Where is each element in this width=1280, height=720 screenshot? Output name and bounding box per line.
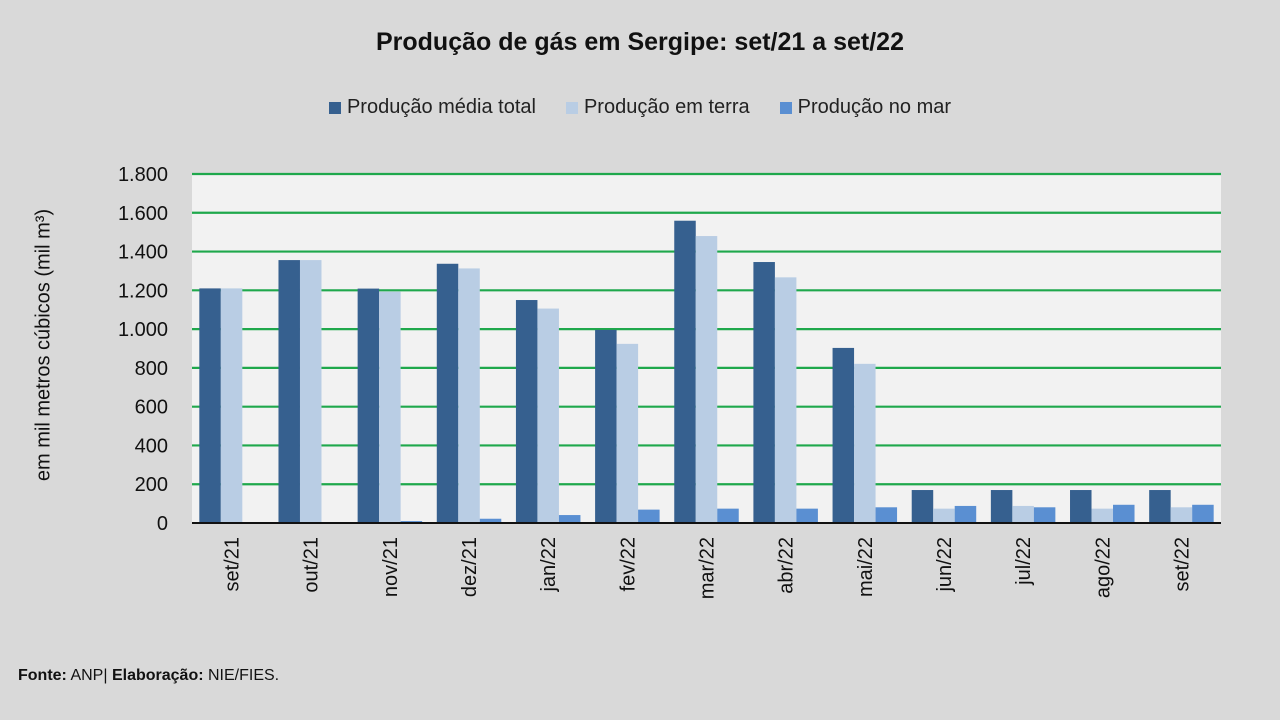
bar-total	[199, 288, 221, 523]
y-tick-label: 400	[135, 435, 168, 457]
bar-total	[832, 347, 855, 523]
x-tick-label: jul/22	[1013, 537, 1035, 586]
bar-total	[753, 262, 775, 523]
bar-mar	[875, 507, 898, 523]
y-tick-label: 800	[135, 358, 168, 380]
bar-mar	[954, 505, 977, 523]
bar-mar	[1113, 504, 1135, 523]
legend-label: Produção média total	[346, 96, 536, 118]
x-tick-label: out/21	[301, 537, 323, 593]
legend-item-terra: Produção em terra	[565, 96, 750, 119]
legend: Produção média total Produção em terra P…	[0, 96, 1280, 119]
x-tick-label: fev/22	[617, 537, 639, 591]
bar-total	[674, 220, 696, 523]
x-tick-label: set/21	[222, 537, 244, 591]
y-tick-label: 1.200	[118, 280, 168, 302]
bar-total	[1070, 490, 1092, 523]
legend-item-mar: Produção no mar	[779, 96, 952, 119]
source-value: ANP|	[70, 667, 108, 684]
y-tick-label: 600	[135, 397, 168, 419]
x-tick-label: jun/22	[934, 537, 956, 593]
x-tick-label: jan/22	[538, 537, 560, 593]
x-tick-label: mar/22	[697, 537, 719, 599]
bar-terra	[379, 291, 401, 523]
bar-mar	[717, 508, 739, 523]
bar-total	[357, 288, 380, 523]
x-tick-label: nov/21	[380, 537, 402, 597]
x-tick-label: set/22	[1171, 537, 1193, 591]
legend-item-total: Produção média total	[328, 96, 536, 119]
bar-total	[990, 490, 1013, 523]
x-tick-label: abr/22	[776, 537, 798, 594]
bar-total	[595, 329, 617, 523]
legend-label: Produção em terra	[583, 96, 750, 118]
bar-terra	[537, 308, 559, 523]
x-tick-label: mai/22	[855, 537, 877, 597]
bar-mar	[796, 508, 818, 523]
bar-terra	[220, 288, 243, 523]
source-label: Fonte:	[18, 667, 67, 684]
bar-terra	[933, 508, 955, 523]
bar-terra	[854, 363, 876, 523]
bar-total	[515, 300, 538, 523]
legend-label: Produção no mar	[797, 96, 952, 118]
y-tick-label: 1.600	[118, 203, 168, 225]
legend-swatch	[565, 101, 578, 114]
bar-total	[436, 263, 459, 523]
bar-mar	[1192, 504, 1214, 523]
y-tick-label: 1.800	[118, 164, 168, 186]
x-tick-label: dez/21	[459, 537, 481, 597]
y-tick-label: 1.400	[118, 242, 168, 264]
bar-total	[911, 490, 934, 523]
bar-mar	[479, 518, 502, 523]
bar-terra	[458, 268, 480, 523]
legend-swatch	[779, 101, 792, 114]
elaboration-value: NIE/FIES.	[208, 667, 280, 684]
x-tick-label: ago/22	[1092, 537, 1114, 598]
bar-terra	[299, 260, 322, 523]
bar-total	[1149, 490, 1171, 523]
bar-mar	[558, 515, 581, 523]
y-tick-label: 1.000	[118, 319, 168, 341]
bar-mar	[1033, 507, 1056, 523]
legend-swatch	[328, 101, 341, 114]
bar-terra	[1170, 507, 1193, 523]
bar-terra	[1091, 508, 1114, 523]
bar-terra	[616, 343, 639, 523]
elaboration-label: Elaboração:	[111, 667, 204, 684]
bar-terra	[774, 277, 797, 523]
bar-mar	[638, 509, 660, 523]
y-tick-label: 200	[135, 474, 168, 496]
bar-terra	[1012, 505, 1034, 523]
bar-terra	[695, 236, 718, 524]
chart-title: Produção de gás em Sergipe: set/21 a set…	[375, 28, 904, 56]
y-tick-label: 0	[157, 513, 168, 535]
footer-source: Fonte: ANP| Elaboração: NIE/FIES.	[18, 667, 279, 685]
bar-total	[278, 260, 300, 523]
